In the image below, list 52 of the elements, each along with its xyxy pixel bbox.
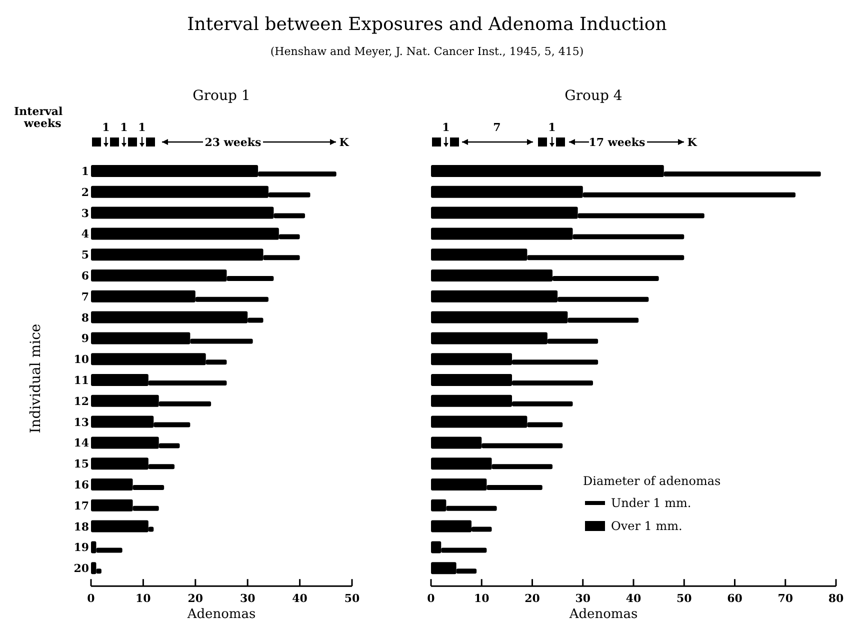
y-tick-label: 6 bbox=[81, 270, 90, 282]
text: 17 weeks bbox=[588, 136, 646, 149]
x-tick-label: 70 bbox=[778, 592, 794, 606]
y-tick-label: 3 bbox=[81, 206, 89, 220]
x-tick-label: 50 bbox=[344, 592, 360, 606]
y-tick-label: 2 bbox=[81, 186, 89, 199]
y-tick-label: 5 bbox=[81, 248, 89, 262]
chart-title: Group 1 bbox=[192, 88, 250, 104]
x-tick-label: 60 bbox=[727, 592, 743, 606]
x-tick-label: 40 bbox=[626, 592, 642, 606]
y-tick-label: 13 bbox=[74, 416, 89, 429]
y-tick-label: 12 bbox=[74, 394, 89, 408]
chart-title: Group 4 bbox=[564, 88, 622, 104]
legend-title: Diameter of adenomas bbox=[583, 474, 721, 488]
y-tick-label: 4 bbox=[81, 228, 90, 241]
y-tick-label: 19 bbox=[74, 541, 89, 554]
y-tick-label: 17 bbox=[74, 499, 89, 512]
y-tick-label: 15 bbox=[74, 458, 89, 471]
legend-label: Under 1 mm. bbox=[611, 496, 692, 510]
text: Interval between Exposures and Adenoma Induction bbox=[187, 14, 668, 35]
x-tick-label: 30 bbox=[575, 592, 591, 606]
x-tick-label: 0 bbox=[427, 592, 436, 606]
x-tick-label: 10 bbox=[136, 592, 152, 606]
y-axis-title: Individual mice bbox=[28, 324, 44, 434]
y-tick-label: 1 bbox=[81, 165, 89, 178]
text: (Henshaw and Meyer, J. Nat. Cancer Inst., 1945, 5, 415) bbox=[270, 45, 584, 58]
y-tick-label: 9 bbox=[81, 332, 89, 346]
x-tick-label: 40 bbox=[292, 592, 308, 606]
x-axis-title: Adenomas bbox=[186, 607, 256, 622]
y-tick-label: 14 bbox=[74, 436, 90, 450]
text: 23 weeks bbox=[204, 136, 262, 149]
text: Interval weeks bbox=[14, 105, 63, 130]
y-tick-label: 8 bbox=[81, 311, 90, 324]
y-tick-label: 18 bbox=[74, 520, 90, 534]
y-tick-label: 7 bbox=[81, 290, 89, 304]
x-tick-label: 80 bbox=[828, 592, 844, 606]
x-tick-label: 0 bbox=[87, 592, 96, 606]
x-axis-title: Adenomas bbox=[568, 607, 638, 622]
text: 1 1 1 bbox=[102, 121, 146, 134]
y-tick-label: 10 bbox=[74, 353, 90, 366]
x-tick-label: 20 bbox=[524, 592, 540, 606]
x-tick-label: 20 bbox=[188, 592, 204, 606]
legend-label: Over 1 mm. bbox=[611, 519, 682, 533]
text: 1 7 1 bbox=[442, 121, 556, 134]
x-tick-label: 30 bbox=[240, 592, 256, 606]
x-tick-label: 50 bbox=[676, 592, 692, 606]
text: K bbox=[687, 136, 698, 149]
x-tick-label: 10 bbox=[474, 592, 490, 606]
y-tick-label: 16 bbox=[74, 478, 90, 492]
y-tick-label: 11 bbox=[74, 374, 89, 387]
y-tick-label: 20 bbox=[74, 562, 90, 576]
text: K bbox=[339, 136, 350, 149]
